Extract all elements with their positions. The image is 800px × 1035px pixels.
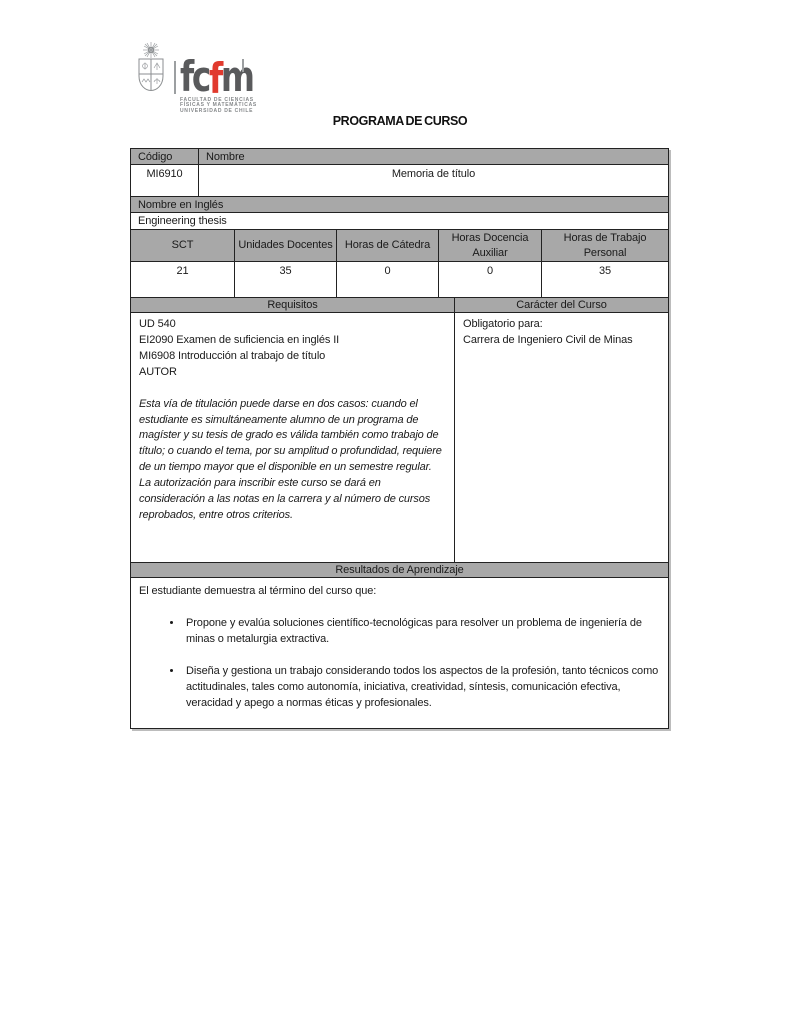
horas-docencia-auxiliar-value: 0	[438, 262, 541, 297]
horas-catedra-value: 0	[336, 262, 438, 297]
learning-outcomes-list: Propone y evalúa soluciones científico-t…	[139, 615, 660, 711]
credits-header-row: SCT Unidades Docentes Horas de Cátedra H…	[131, 229, 668, 261]
codigo-header: Código	[131, 149, 198, 164]
code-name-header-row: Código Nombre	[131, 149, 668, 164]
wordmark-fc: fc	[180, 52, 211, 101]
credits-value-row: 21 35 0 0 35	[131, 261, 668, 297]
resultados-intro: El estudiante demuestra al término del c…	[139, 585, 377, 597]
code-name-value-row: MI6910 Memoria de título	[131, 164, 668, 196]
universidad-de-chile-crest-icon	[138, 42, 164, 92]
nombre-header: Nombre	[198, 149, 668, 164]
learning-outcome-item: Diseña y gestiona un trabajo considerand…	[183, 663, 660, 711]
codigo-value: MI6910	[146, 168, 183, 180]
fcfm-logo: fcfm FACULTAD DE CIENCIAS FÍSICAS Y MATE…	[134, 41, 273, 114]
resultados-body: El estudiante demuestra al término del c…	[131, 578, 668, 728]
unidades-docentes-value: 35	[234, 262, 336, 297]
requisito-item: UD 540	[139, 318, 176, 330]
page-title: PROGRAMA DE CURSO	[332, 114, 468, 128]
requisito-item: AUTOR	[139, 365, 177, 378]
resultados-header: Resultados de Aprendizaje	[131, 563, 668, 577]
course-program-table: Código Nombre MI6910 Memoria de título N…	[130, 148, 669, 729]
nombre-value: Memoria de título	[198, 165, 668, 196]
fcfm-wordmark: fcfm	[174, 56, 273, 100]
wordmark-right-bar	[242, 59, 244, 72]
requisito-item: MI6908 Introducción al trabajo de título	[139, 349, 326, 362]
caracter-line: Obligatorio para:	[463, 318, 543, 330]
horas-docencia-auxiliar-header: Horas Docencia Auxiliar	[438, 230, 541, 261]
resultados-body-row: El estudiante demuestra al término del c…	[131, 577, 668, 728]
caracter-header: Carácter del Curso	[454, 298, 668, 312]
requisitos-caracter-header-row: Requisitos Carácter del Curso	[131, 297, 668, 312]
horas-catedra-header: Horas de Cátedra	[336, 230, 438, 261]
english-name-header-row: Nombre en Inglés	[131, 196, 668, 212]
faculty-name-line1: FACULTAD DE CIENCIAS	[180, 97, 254, 103]
english-name-value-row: Engineering thesis	[131, 212, 668, 229]
wordmark-red-f: f	[208, 54, 223, 103]
requisito-item: EI2090 Examen de suficiencia en inglés I…	[139, 333, 340, 346]
sct-value: 21	[176, 265, 189, 277]
caracter-line: Carrera de Ingeniero Civil de Minas	[463, 333, 633, 346]
nombre-ingles-value: Engineering thesis	[138, 215, 227, 227]
unidades-docentes-header: Unidades Docentes	[234, 230, 336, 261]
nombre-ingles-header: Nombre en Inglés	[131, 197, 668, 212]
wordmark-m: m	[220, 52, 255, 101]
sct-header: SCT	[131, 230, 234, 261]
horas-trabajo-personal-header: Horas de Trabajo Personal	[541, 230, 668, 261]
horas-trabajo-personal-value: 35	[541, 262, 668, 297]
resultados-header-row: Resultados de Aprendizaje	[131, 562, 668, 577]
requisitos-caracter-body-row: UD 540 EI2090 Examen de suficiencia en i…	[131, 312, 668, 562]
faculty-name: FACULTAD DE CIENCIAS FÍSICAS Y MATEMÁTIC…	[180, 97, 273, 114]
faculty-name-line3: UNIVERSIDAD DE CHILE	[180, 107, 254, 114]
learning-outcome-item: Propone y evalúa soluciones científico-t…	[183, 615, 660, 647]
caracter-body: Obligatorio para: Carrera de Ingeniero C…	[454, 313, 668, 562]
titulacion-note: Esta vía de titulación puede darse en do…	[139, 397, 442, 521]
requisitos-body: UD 540 EI2090 Examen de suficiencia en i…	[131, 313, 454, 562]
requisitos-header: Requisitos	[131, 298, 454, 312]
wordmark-left-bar	[174, 61, 176, 94]
faculty-name-line2: FÍSICAS Y MATEMÁTICAS	[180, 102, 257, 109]
